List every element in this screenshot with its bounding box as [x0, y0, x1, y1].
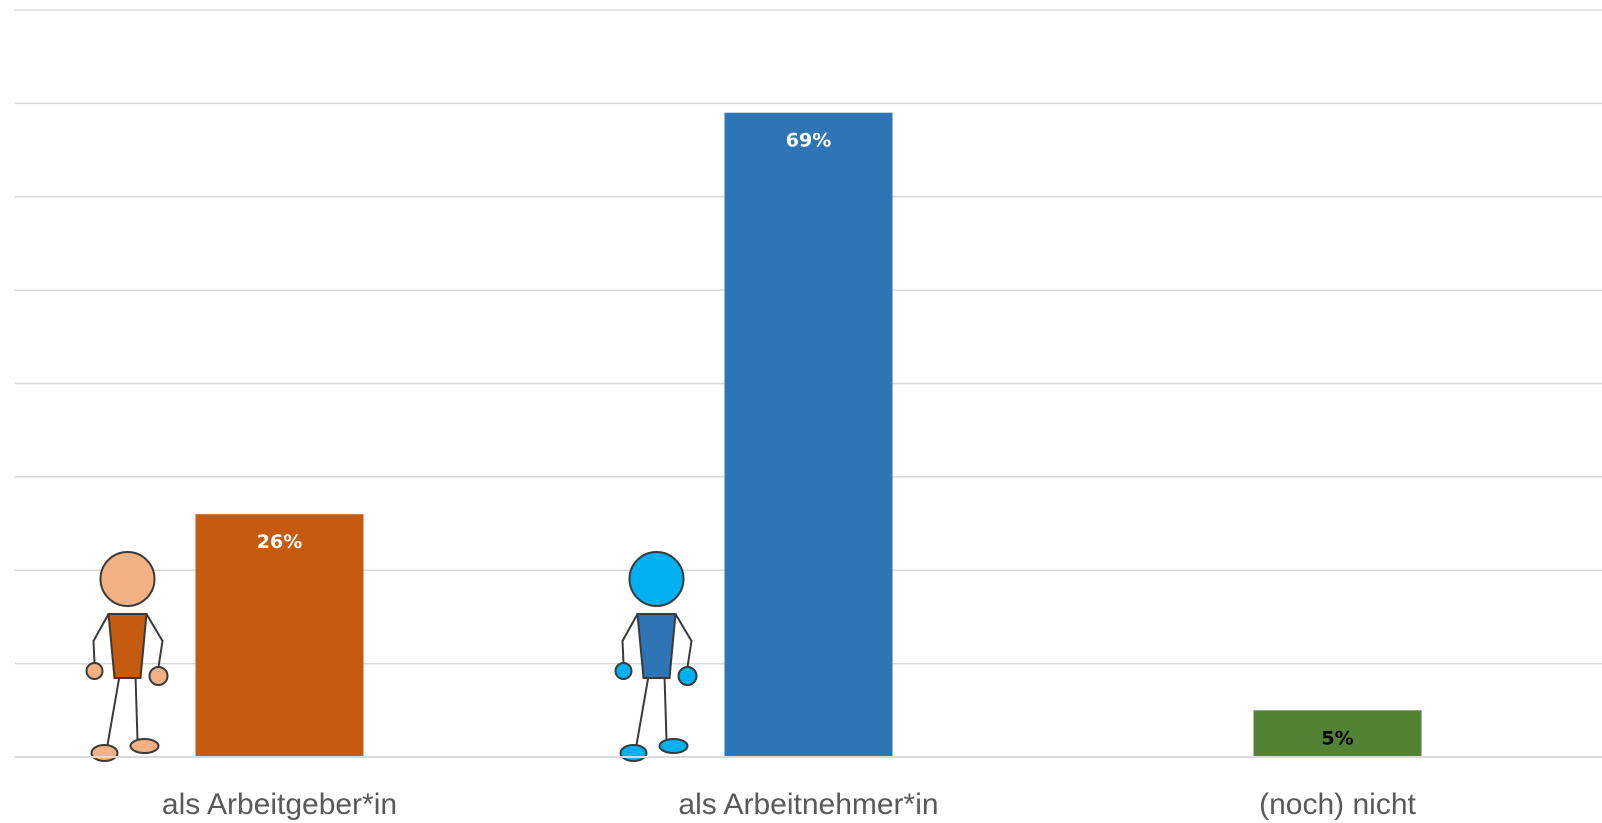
category-labels: als Arbeitgeber*in als Arbeitnehmer*in (no… — [162, 788, 1417, 821]
bar-value-label: 69% — [786, 130, 831, 152]
bar — [724, 112, 893, 757]
person-orange-icon — [85, 551, 169, 762]
category-label: als Arbeitgeber*in — [162, 788, 397, 821]
value-labels: 26% 69% 5% — [257, 130, 1354, 750]
category-label: als Arbeitnehmer*in — [678, 788, 938, 821]
bar — [1253, 710, 1422, 757]
person-blue-icon — [614, 551, 698, 762]
bar-value-label: 5% — [1321, 727, 1353, 749]
category-label: (noch) nicht — [1259, 788, 1416, 821]
icons — [85, 551, 698, 762]
bar — [195, 514, 364, 757]
bar-value-label: 26% — [257, 531, 302, 553]
bars — [195, 112, 1422, 757]
